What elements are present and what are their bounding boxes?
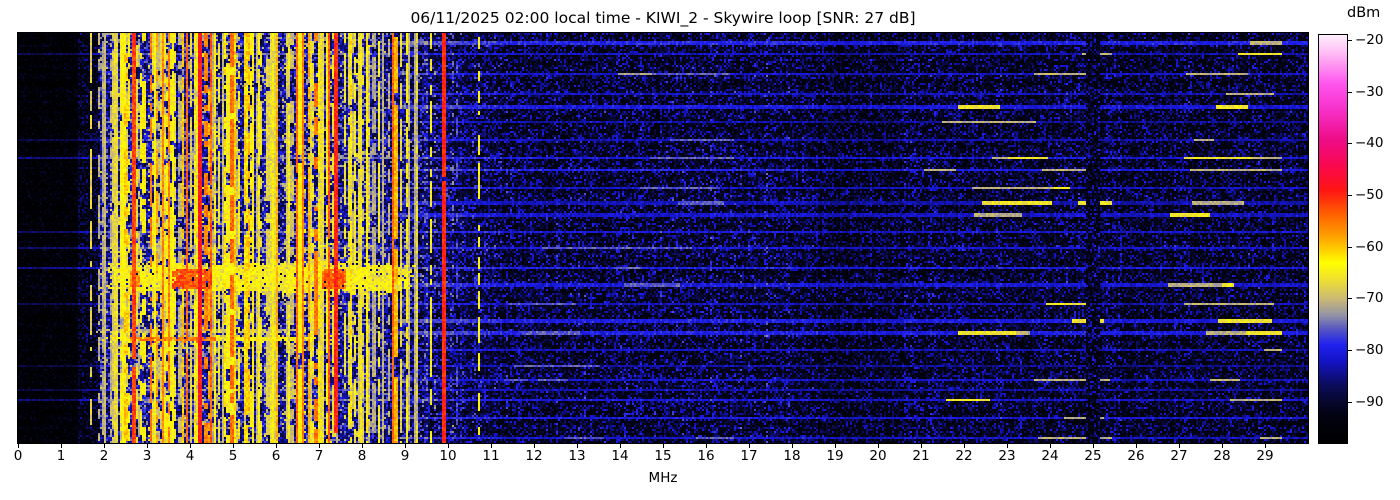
x-tick-label: 0 xyxy=(13,448,23,464)
x-tick xyxy=(1179,444,1180,448)
x-tick-label: 25 xyxy=(1084,448,1102,464)
x-tick xyxy=(1265,444,1266,448)
x-tick xyxy=(964,444,965,448)
x-tick-label: 15 xyxy=(654,448,672,464)
x-tick-label: 4 xyxy=(185,448,195,464)
x-tick xyxy=(319,444,320,448)
colorbar-tick-label: −40 xyxy=(1355,135,1384,152)
colorbar-tick-label: −30 xyxy=(1355,83,1384,100)
x-tick-label: 27 xyxy=(1170,448,1188,464)
colorbar-tick-label: −70 xyxy=(1355,290,1384,307)
x-tick xyxy=(1093,444,1094,448)
x-tick-label: 1 xyxy=(56,448,66,464)
x-tick xyxy=(534,444,535,448)
x-tick xyxy=(620,444,621,448)
x-tick-label: 23 xyxy=(998,448,1016,464)
x-tick xyxy=(921,444,922,448)
x-tick-label: 10 xyxy=(439,448,457,464)
x-tick-label: 5 xyxy=(228,448,238,464)
x-tick xyxy=(448,444,449,448)
x-tick-label: 26 xyxy=(1127,448,1145,464)
x-tick-label: 20 xyxy=(869,448,887,464)
x-tick-label: 11 xyxy=(482,448,500,464)
colorbar-tick-label: −90 xyxy=(1355,393,1384,410)
x-tick xyxy=(61,444,62,448)
colorbar-tick xyxy=(1348,298,1352,300)
x-tick-label: 12 xyxy=(525,448,543,464)
x-tick xyxy=(878,444,879,448)
colorbar-gradient xyxy=(1318,34,1348,444)
x-tick xyxy=(1050,444,1051,448)
x-tick-label: 22 xyxy=(955,448,973,464)
colorbar-tick xyxy=(1348,143,1352,145)
x-tick-label: 16 xyxy=(697,448,715,464)
x-tick xyxy=(104,444,105,448)
x-tick-label: 6 xyxy=(271,448,281,464)
x-tick xyxy=(233,444,234,448)
colorbar-tick xyxy=(1348,40,1352,42)
x-tick xyxy=(792,444,793,448)
x-tick-label: 17 xyxy=(740,448,758,464)
colorbar-title: dBm xyxy=(1347,5,1381,21)
chart-title: 06/11/2025 02:00 local time - KIWI_2 - S… xyxy=(410,9,916,27)
x-tick xyxy=(405,444,406,448)
x-tick-label: 3 xyxy=(142,448,152,464)
x-tick xyxy=(577,444,578,448)
colorbar-tick xyxy=(1348,91,1352,93)
x-tick-label: 9 xyxy=(400,448,410,464)
colorbar-tick-label: −50 xyxy=(1355,187,1384,204)
x-tick-label: 24 xyxy=(1041,448,1059,464)
colorbar-tick xyxy=(1348,401,1352,403)
colorbar-tick xyxy=(1348,246,1352,248)
x-tick xyxy=(491,444,492,448)
x-tick-label: 21 xyxy=(912,448,930,464)
x-tick xyxy=(147,444,148,448)
x-tick xyxy=(1222,444,1223,448)
x-tick xyxy=(18,444,19,448)
x-tick xyxy=(663,444,664,448)
x-tick xyxy=(749,444,750,448)
colorbar-tick-label: −60 xyxy=(1355,238,1384,255)
waterfall-plot xyxy=(17,32,1309,444)
x-tick-label: 2 xyxy=(99,448,109,464)
x-tick-label: 14 xyxy=(611,448,629,464)
colorbar-tick-label: −80 xyxy=(1355,342,1384,359)
x-tick xyxy=(362,444,363,448)
x-tick-label: 19 xyxy=(826,448,844,464)
x-tick xyxy=(1136,444,1137,448)
x-axis-title: MHz xyxy=(648,470,678,486)
x-tick-label: 18 xyxy=(783,448,801,464)
x-tick xyxy=(190,444,191,448)
colorbar-tick-label: −20 xyxy=(1355,32,1384,49)
colorbar-tick xyxy=(1348,350,1352,352)
colorbar-tick xyxy=(1348,195,1352,197)
x-tick xyxy=(835,444,836,448)
x-tick-label: 7 xyxy=(314,448,324,464)
x-tick-label: 29 xyxy=(1256,448,1274,464)
x-tick xyxy=(276,444,277,448)
x-tick xyxy=(1007,444,1008,448)
x-tick-label: 13 xyxy=(568,448,586,464)
x-tick-label: 28 xyxy=(1213,448,1231,464)
x-tick-label: 8 xyxy=(357,448,367,464)
x-tick xyxy=(706,444,707,448)
